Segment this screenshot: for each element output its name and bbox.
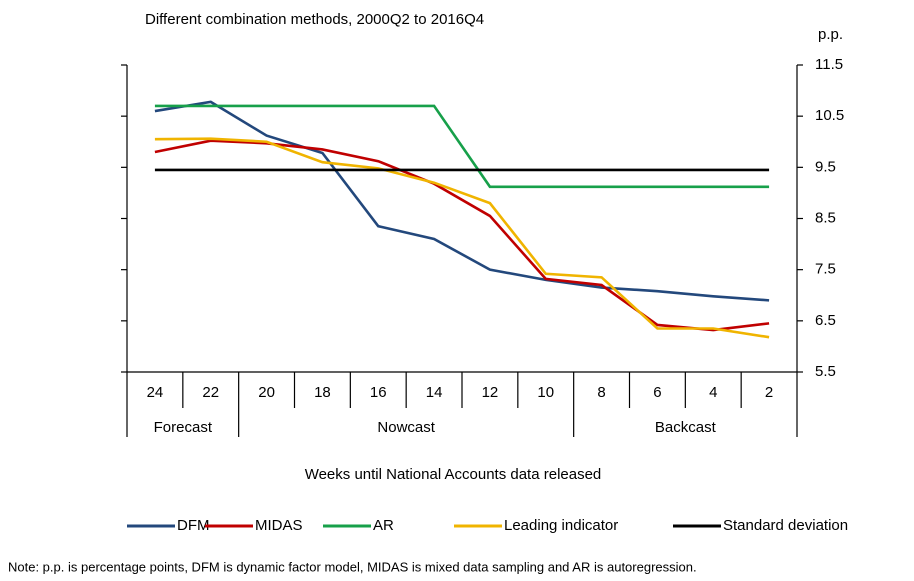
x-axis-label: Weeks until National Accounts data relea… [305,466,602,483]
legend-label: MIDAS [255,517,303,534]
note: Note: p.p. is percentage points, DFM is … [8,559,697,574]
x-tick-label: 22 [202,384,219,401]
y-tick-label: 9.5 [815,158,836,175]
group-label: Backcast [655,419,717,436]
x-tick-label: 24 [147,384,164,401]
y-tick-label: 11.5 [815,56,843,73]
legend-label: AR [373,517,394,534]
series-line [154,100,770,302]
y-tick-label: 7.5 [815,261,836,278]
group-label: Forecast [154,419,213,436]
x-tick-label: 8 [597,384,605,401]
x-tick-label: 2 [765,384,773,401]
x-tick-label: 6 [653,384,661,401]
legend-label: DFM [177,517,210,534]
y-tick-label: 8.5 [815,209,836,226]
y-tick-label: 10.5 [815,107,844,124]
legend-label: Leading indicator [504,517,618,534]
x-tick-label: 18 [314,384,331,401]
y-tick-label: 6.5 [815,312,836,329]
y-axis-label: p.p. [818,26,843,43]
legend-label: Standard deviation [723,517,848,534]
x-tick-label: 20 [258,384,275,401]
x-tick-label: 16 [370,384,387,401]
group-label: Nowcast [377,419,435,436]
y-tick-label: 5.5 [815,363,836,380]
series-line [154,139,770,332]
x-tick-label: 12 [482,384,499,401]
chart-title: Different combination methods, 2000Q2 to… [145,11,484,28]
x-tick-label: 4 [709,384,717,401]
series-line [154,137,770,339]
x-tick-label: 14 [426,384,443,401]
x-tick-label: 10 [537,384,554,401]
series-line [154,104,770,189]
